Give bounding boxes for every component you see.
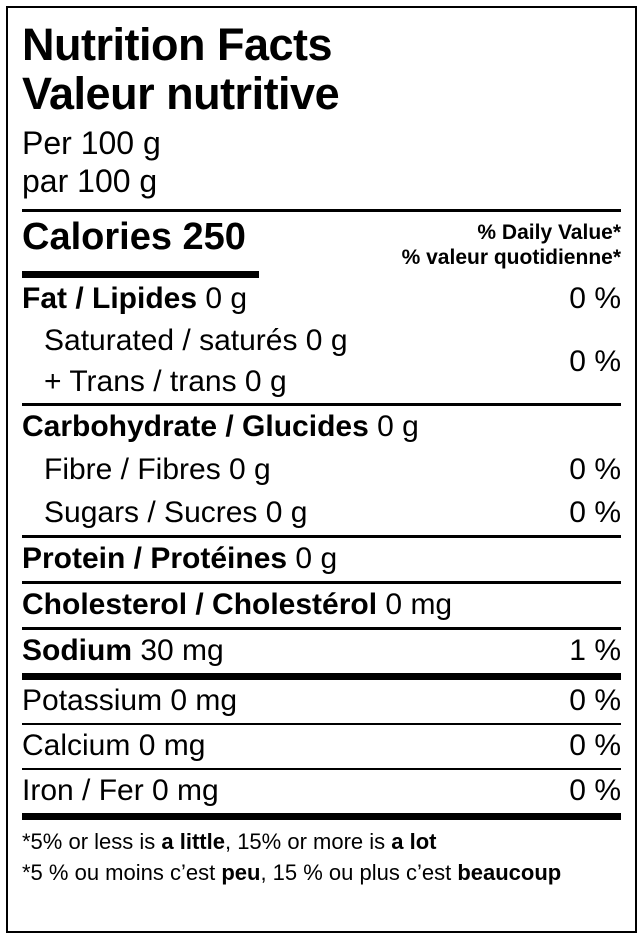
nutrient-name-potassium: Potassium 0 mg [22, 684, 238, 717]
nutrient-row-iron: Iron / Fer 0 mg 0 % [22, 770, 621, 813]
footnote-en-bold2: a lot [391, 829, 437, 854]
serving-size-french: par 100 g [22, 163, 158, 199]
serving-size-english: Per 100 g [22, 125, 161, 161]
divider-thick-above-footnote [22, 813, 621, 820]
divider-above-protein [22, 535, 621, 538]
nutrient-dv-iron: 0 % [569, 774, 621, 807]
nutrient-row-protein: Protein / Protéines 0 g [22, 538, 621, 581]
nutrient-name-carbohydrate: Carbohydrate / Glucides 0 g [22, 409, 419, 445]
footnote-en-part2: , 15% or more is [224, 829, 392, 854]
nutrient-amount-sodium: 30 mg [140, 634, 224, 667]
nutrient-label-sodium: Sodium [22, 634, 132, 667]
nutrient-row-sodium: Sodium 30 mg 1 % [22, 630, 621, 673]
nutrient-name-iron: Iron / Fer 0 mg [22, 774, 219, 807]
footnote-en-bold1: a little [161, 829, 225, 854]
nutrient-dv-sugars: 0 % [569, 496, 621, 529]
nutrient-dv-fibre: 0 % [569, 453, 621, 486]
nutrient-dv-sodium: 1 % [569, 634, 621, 667]
calories-underline-bar [22, 271, 259, 278]
divider-above-cholesterol [22, 581, 621, 584]
nutrient-label-cholesterol: Cholesterol / Cholestérol [22, 588, 378, 621]
nutrient-dv-calcium: 0 % [569, 729, 621, 762]
nutrient-amount-cholesterol: 0 mg [385, 588, 453, 621]
divider-above-calories [22, 209, 621, 212]
nutrient-dv-fat: 0 % [569, 282, 621, 315]
nutrient-label-fat: Fat / Lipides [22, 282, 198, 315]
nutrient-row-fibre: Fibre / Fibres 0 g 0 % [22, 449, 621, 492]
footnote-fr-bold2: beaucoup [457, 860, 562, 885]
nutrient-row-potassium: Potassium 0 mg 0 % [22, 680, 621, 723]
nutrient-name-trans: + Trans / trans 0 g [44, 365, 287, 398]
nutrient-name-sugars: Sugars / Sucres 0 g [44, 496, 308, 529]
nutrient-label-carbohydrate: Carbohydrate / Glucides [22, 410, 369, 443]
daily-value-header: % Daily Value* % valeur quotidienne* [402, 215, 621, 270]
footnote-fr-part2: , 15 % ou plus c’est [260, 860, 458, 885]
footnote-en-part1: *5% or less is [22, 829, 162, 854]
nutrient-amount-fat: 0 g [205, 282, 248, 315]
nutrient-row-saturated: Saturated / saturés 0 g [22, 321, 557, 362]
nutrient-row-carbohydrate: Carbohydrate / Glucides 0 g [22, 406, 621, 449]
label-title-french: Valeur nutritive [22, 68, 340, 119]
nutrient-subrows: Saturated / saturés 0 g + Trans / trans … [22, 321, 557, 403]
nutrient-name-calcium: Calcium 0 mg [22, 729, 206, 762]
divider-above-carbohydrate [22, 403, 621, 406]
nutrient-amount-protein: 0 g [295, 542, 338, 575]
nutrient-row-calcium: Calcium 0 mg 0 % [22, 725, 621, 768]
footnote-fr-part1: *5 % ou moins c’est [22, 860, 222, 885]
nutrient-name-protein: Protein / Protéines 0 g [22, 541, 337, 577]
nutrient-name-saturated: Saturated / saturés 0 g [44, 324, 348, 357]
nutrient-dv-saturated-trans: 0 % [569, 345, 621, 378]
divider-thick-above-minerals [22, 673, 621, 680]
divider-above-iron [22, 768, 621, 770]
footnote: *5% or less is a little, 15% or more is … [22, 820, 621, 888]
nutrient-amount-carbohydrate: 0 g [377, 410, 419, 443]
divider-above-calcium [22, 723, 621, 725]
label-title-english: Nutrition Facts [22, 19, 333, 70]
nutrient-name-fat: Fat / Lipides 0 g [22, 281, 247, 317]
nutrient-row-sugars: Sugars / Sucres 0 g 0 % [22, 492, 621, 535]
nutrient-group-saturated-trans: Saturated / saturés 0 g + Trans / trans … [22, 321, 621, 403]
calories-band: Calories 250 % Daily Value* % valeur quo… [22, 212, 621, 270]
footnote-french: *5 % ou moins c’est peu, 15 % ou plus c’… [22, 857, 621, 888]
nutrient-row-fat: Fat / Lipides 0 g 0 % [22, 278, 621, 321]
nutrient-name-fibre: Fibre / Fibres 0 g [44, 453, 271, 486]
daily-value-header-english: % Daily Value* [477, 221, 621, 244]
footnote-english: *5% or less is a little, 15% or more is … [22, 826, 621, 857]
nutrient-label-protein: Protein / Protéines [22, 542, 288, 575]
calories-amount: Calories 250 [22, 216, 246, 258]
footnote-fr-bold1: peu [221, 860, 261, 885]
nutrient-row-trans: + Trans / trans 0 g [22, 362, 557, 403]
nutrient-row-cholesterol: Cholesterol / Cholestérol 0 mg [22, 584, 621, 627]
daily-value-header-french: % valeur quotidienne* [401, 246, 621, 269]
divider-above-sodium [22, 627, 621, 630]
label-border: Nutrition Facts Valeur nutritive Per 100… [6, 6, 637, 933]
nutrient-dv-potassium: 0 % [569, 684, 621, 717]
nutrient-name-cholesterol: Cholesterol / Cholestérol 0 mg [22, 587, 452, 623]
nutrient-name-sodium: Sodium 30 mg [22, 633, 224, 669]
